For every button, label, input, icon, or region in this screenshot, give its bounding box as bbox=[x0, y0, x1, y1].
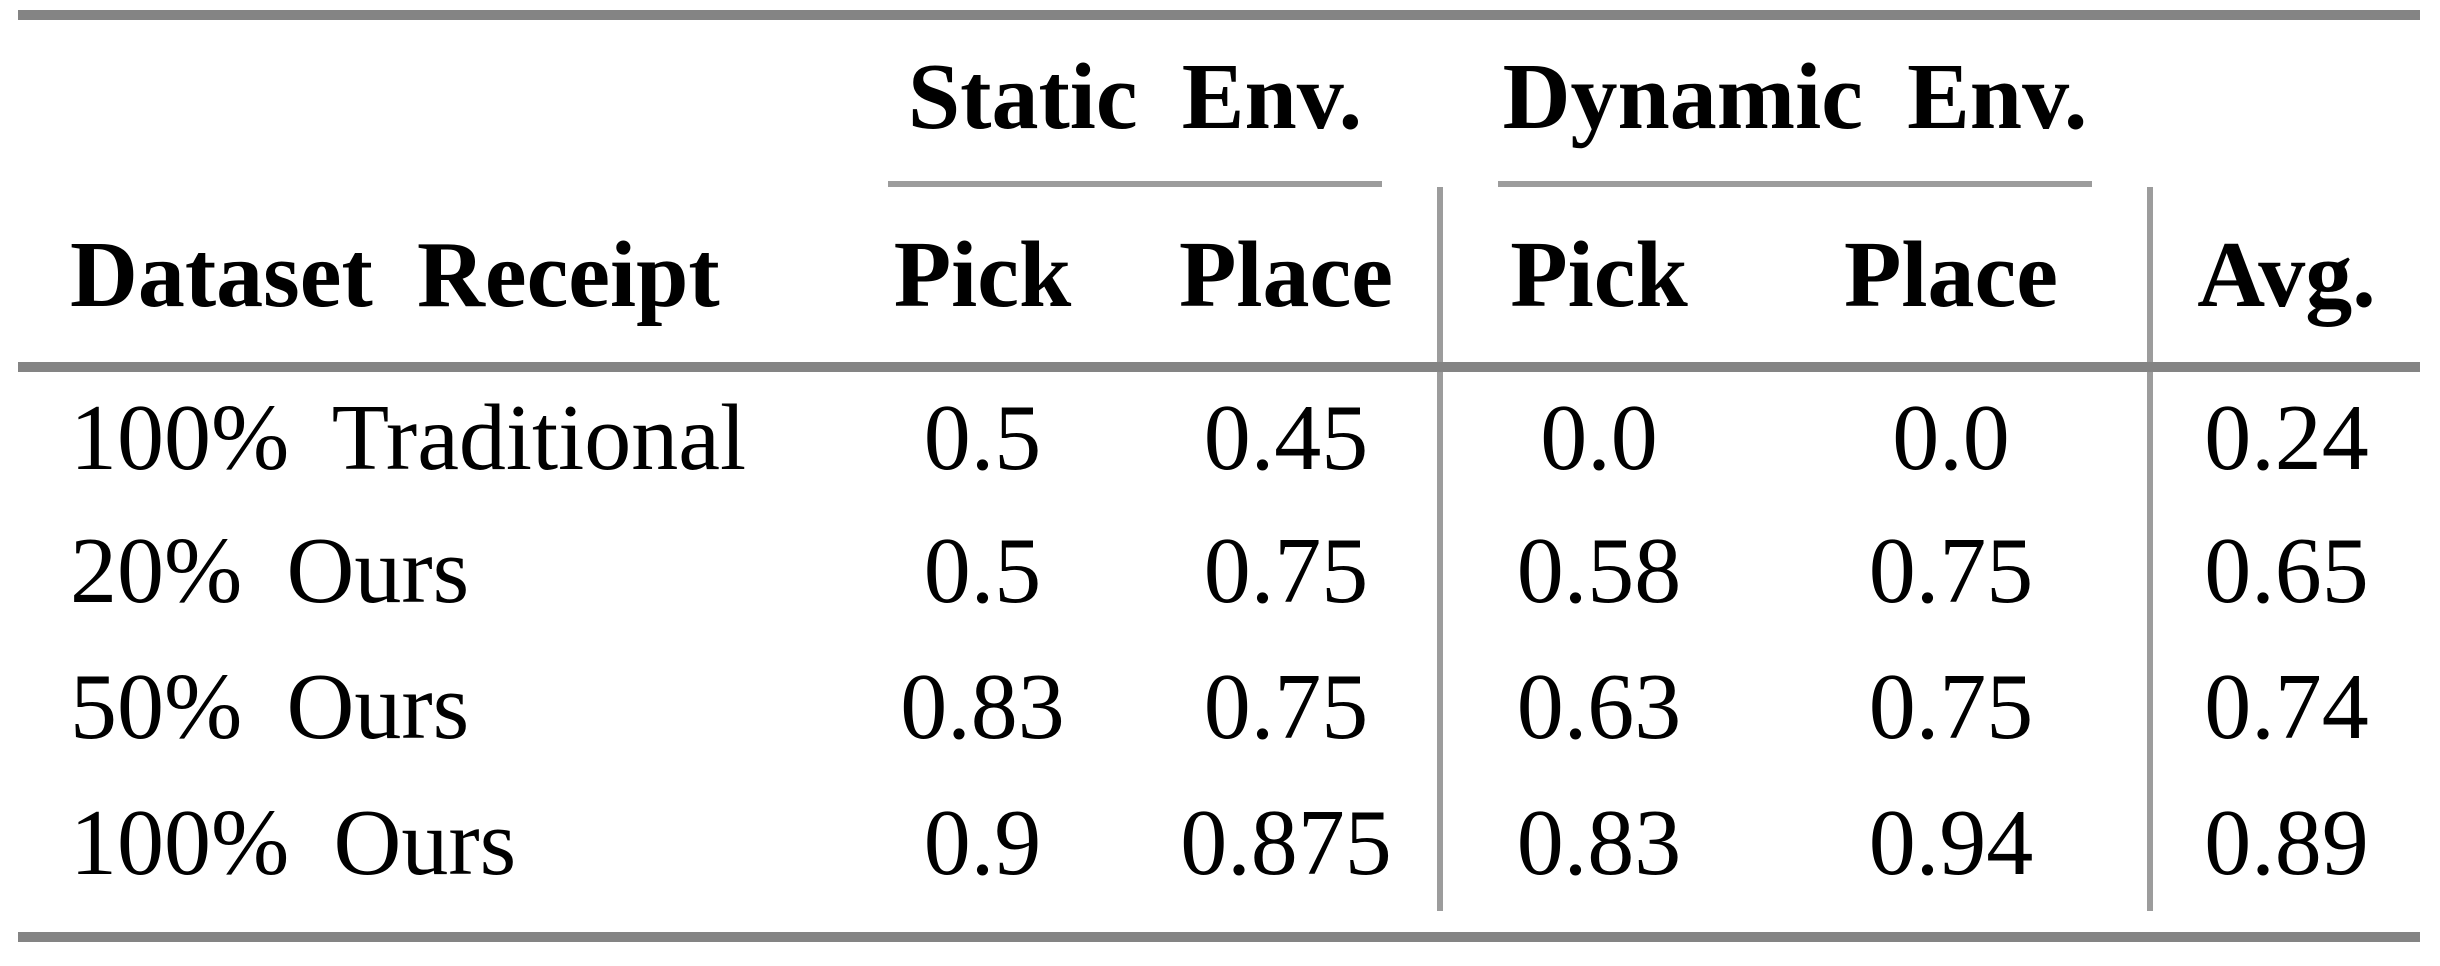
column-header-static-pick: Pick bbox=[830, 187, 1135, 372]
bottom-rule-gap bbox=[18, 911, 2420, 937]
cell-static-pick: 0.83 bbox=[900, 655, 1065, 759]
table-row-100pct-ours: 100% Ours 0.9 0.875 0.83 0.94 0.89 bbox=[18, 775, 2421, 911]
cell-dynamic-pick: 0.58 bbox=[1437, 503, 1756, 639]
table-row-50pct-ours: 50% Ours 0.83 0.75 0.63 0.75 0.74 bbox=[18, 639, 2421, 775]
cell-static-place: 0.75 bbox=[1203, 519, 1369, 623]
cell-static-pick: 0.5 bbox=[923, 519, 1042, 623]
table-row-100pct-traditional: 100% Traditional 0.5 0.45 0.0 0.0 0.24 bbox=[18, 367, 2421, 503]
cell-static-place: 0.875 bbox=[1180, 791, 1392, 895]
cell-avg: 0.24 bbox=[2147, 367, 2421, 503]
cmidrule-static bbox=[888, 181, 1383, 187]
table-row-20pct-ours: 20% Ours 0.5 0.75 0.58 0.75 0.65 bbox=[18, 503, 2421, 639]
cell-static-pick: 0.9 bbox=[923, 791, 1042, 895]
cell-dynamic-pick: 0.0 bbox=[1437, 367, 1756, 503]
cell-dynamic-place: 0.0 bbox=[1892, 385, 2010, 490]
row-label: 100% Traditional bbox=[70, 385, 747, 490]
cell-avg: 0.65 bbox=[2147, 503, 2421, 639]
spacer-cell bbox=[18, 911, 2420, 937]
column-header-dataset-receipt: Dataset Receipt bbox=[18, 187, 830, 372]
column-header-dynamic-pick: Pick bbox=[1437, 187, 1756, 372]
group-label-dynamic-env: Dynamic Env. bbox=[1502, 44, 2088, 149]
column-group-row: Static Env. Dynamic Env. bbox=[18, 15, 2420, 187]
row-label: 20% Ours bbox=[70, 519, 470, 623]
group-header-static-env: Static Env. bbox=[830, 15, 1440, 187]
column-header-avg: Avg. bbox=[2147, 187, 2421, 372]
cell-dynamic-pick: 0.83 bbox=[1437, 775, 1756, 911]
row-label: 50% Ours bbox=[70, 655, 470, 759]
cell-dynamic-place: 0.94 bbox=[1868, 791, 2034, 895]
cell-dynamic-place: 0.75 bbox=[1868, 655, 2034, 759]
group-header-dynamic-env: Dynamic Env. bbox=[1440, 15, 2150, 187]
cmidrule-dynamic bbox=[1498, 181, 2093, 187]
cell-dynamic-pick: 0.63 bbox=[1437, 639, 1756, 775]
cell-static-place: 0.45 bbox=[1203, 385, 1369, 490]
cell-avg: 0.89 bbox=[2147, 775, 2421, 911]
cell-avg: 0.74 bbox=[2147, 639, 2421, 775]
cell-dynamic-place: 0.75 bbox=[1868, 519, 2034, 623]
row-label: 100% Ours bbox=[70, 791, 517, 895]
cell-static-pick: 0.5 bbox=[923, 385, 1042, 490]
column-header-dynamic-place: Place bbox=[1755, 187, 2151, 372]
column-header-row: Dataset Receipt Pick Place Pick Place Av… bbox=[18, 187, 2421, 372]
column-header-static-place: Place bbox=[1135, 187, 1441, 372]
blank-corner-cell bbox=[2150, 15, 2420, 187]
blank-corner-cell bbox=[18, 15, 830, 187]
group-label-static-env: Static Env. bbox=[907, 44, 1363, 149]
cell-static-place: 0.75 bbox=[1203, 655, 1369, 759]
results-table: Static Env. Dynamic Env. Dataset Receipt… bbox=[18, 10, 2421, 942]
